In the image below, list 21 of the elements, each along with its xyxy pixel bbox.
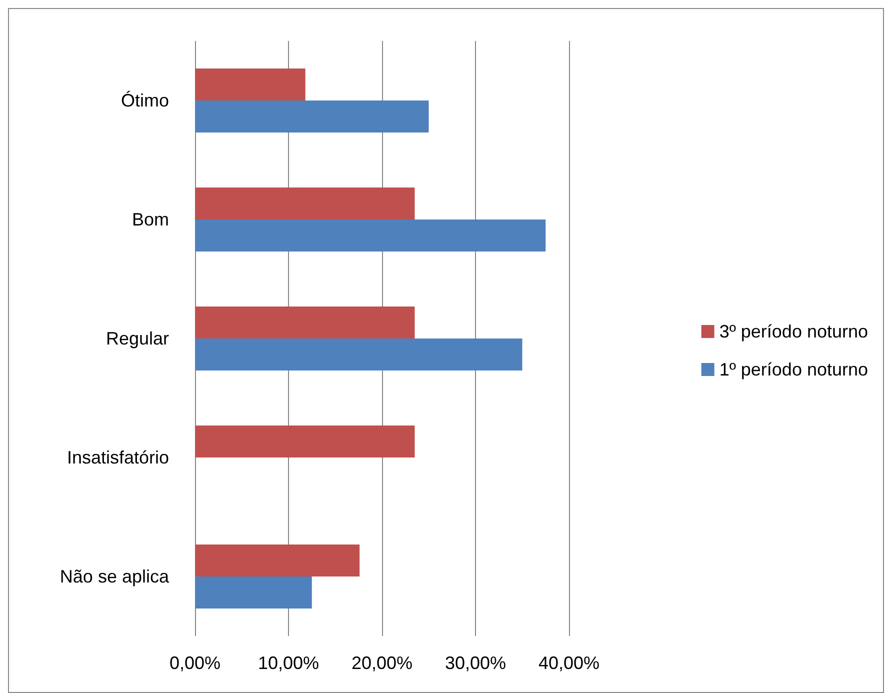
y-tick-label: Ótimo bbox=[120, 90, 169, 110]
bar bbox=[195, 188, 415, 220]
bar bbox=[195, 576, 312, 608]
bar bbox=[195, 544, 360, 576]
legend-label: 1º período noturno bbox=[719, 360, 868, 380]
bar bbox=[195, 220, 546, 252]
bar bbox=[195, 68, 306, 100]
bar bbox=[195, 338, 522, 370]
bar bbox=[195, 426, 415, 458]
bar bbox=[195, 100, 429, 132]
y-tick-label: Bom bbox=[132, 210, 169, 230]
x-tick-label: 40,00% bbox=[538, 653, 600, 673]
legend-label: 3º período noturno bbox=[719, 322, 868, 342]
bar bbox=[195, 306, 415, 338]
y-tick-label: Não se aplica bbox=[60, 566, 170, 586]
y-tick-label: Insatisfatório bbox=[66, 448, 169, 468]
x-tick-label: 0,00% bbox=[169, 653, 221, 673]
x-tick-label: 20,00% bbox=[351, 653, 413, 673]
x-tick-label: 30,00% bbox=[444, 653, 506, 673]
x-tick-label: 10,00% bbox=[258, 653, 320, 673]
y-tick-label: Regular bbox=[106, 328, 169, 348]
